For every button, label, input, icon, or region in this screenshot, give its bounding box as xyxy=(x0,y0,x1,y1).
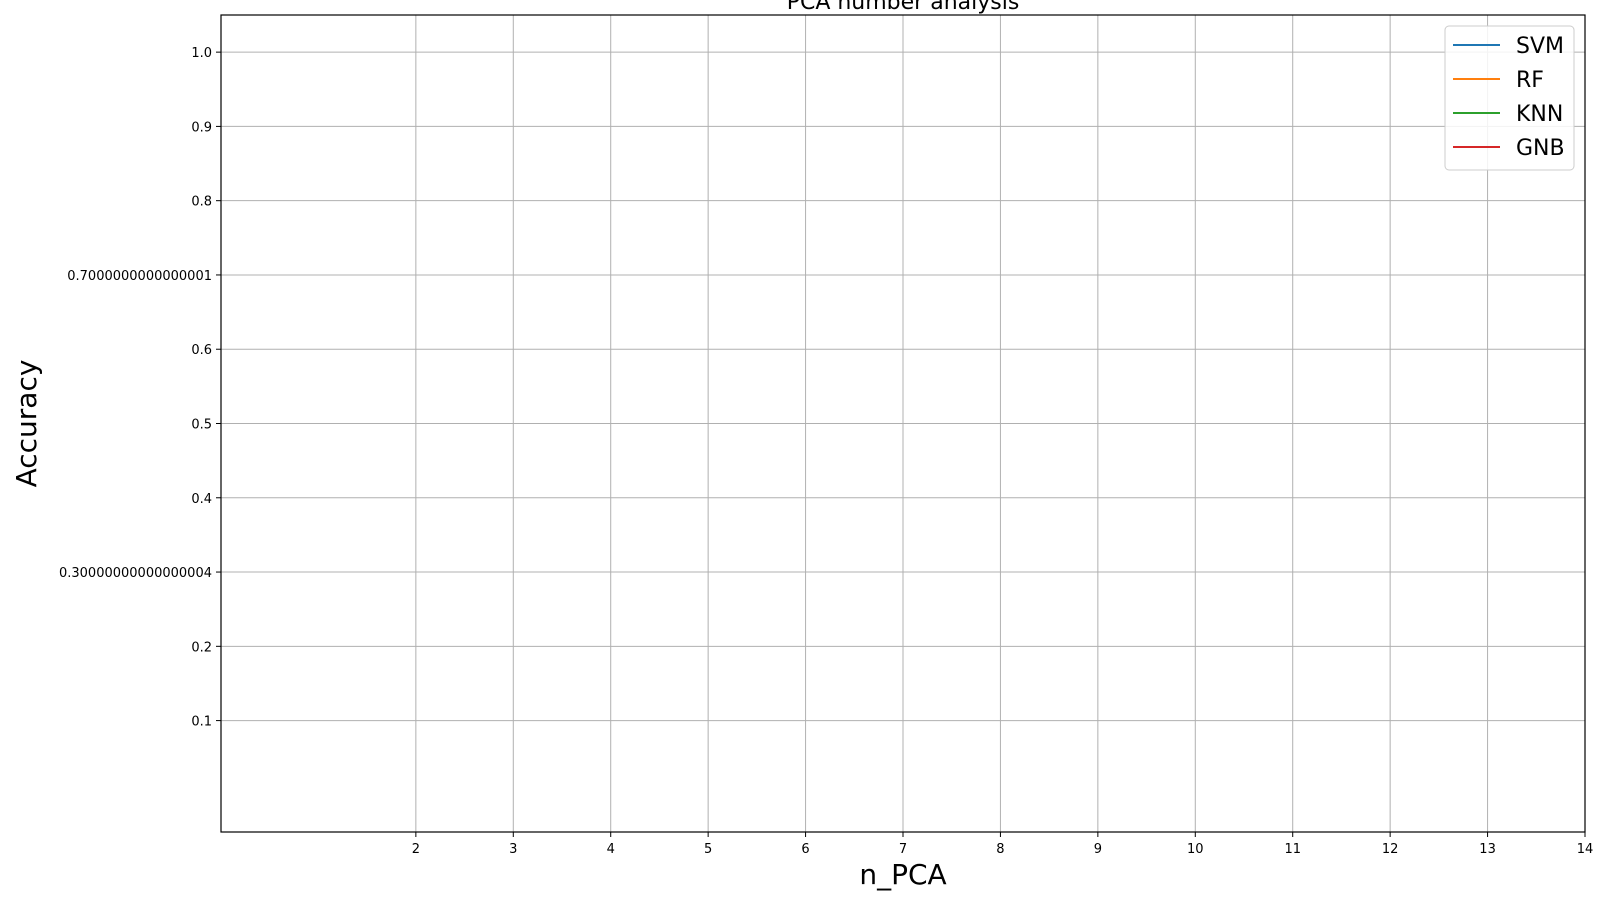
y-tick-label: 0.7000000000000001 xyxy=(67,269,212,284)
legend: SVM RF KNN GNB xyxy=(1444,25,1575,171)
y-tick-label: 0.1 xyxy=(191,715,212,730)
axis-ticks: 2 3 4 5 6 7 8 9 10 11 12 13 14 0.1 0.2 0.30000000000000… xyxy=(59,46,1593,857)
x-tick-label: 7 xyxy=(899,842,907,857)
x-axis-title: n_PCA xyxy=(859,858,946,891)
legend-label: SVM xyxy=(1516,34,1564,59)
legend-box xyxy=(1444,25,1575,171)
x-tick-label: 5 xyxy=(704,842,712,857)
x-tick-label: 10 xyxy=(1187,842,1204,857)
x-tick-label: 8 xyxy=(996,842,1004,857)
y-tick-label: 0.2 xyxy=(191,640,212,655)
x-tick-label: 11 xyxy=(1284,842,1301,857)
x-tick-label: 13 xyxy=(1479,842,1496,857)
x-tick-label: 12 xyxy=(1382,842,1399,857)
legend-label: GNB xyxy=(1516,136,1565,161)
y-tick-label: 0.9 xyxy=(191,120,212,135)
x-tick-label: 2 xyxy=(412,842,420,857)
y-tick-label: 0.30000000000000004 xyxy=(59,566,212,581)
y-tick-label: 0.5 xyxy=(191,418,212,433)
y-tick-label: 1.0 xyxy=(191,46,212,61)
y-axis-title: Accuracy xyxy=(10,360,43,488)
y-tick-label: 0.4 xyxy=(191,492,212,507)
legend-label: KNN xyxy=(1516,102,1563,127)
y-tick-label: 0.8 xyxy=(191,195,212,210)
x-tick-label: 6 xyxy=(801,842,809,857)
x-tick-label: 9 xyxy=(1094,842,1102,857)
legend-label: RF xyxy=(1516,68,1544,93)
chart-title: PCA number analysis xyxy=(787,0,1020,15)
x-tick-label: 14 xyxy=(1577,842,1594,857)
y-tick-label: 0.6 xyxy=(191,343,212,358)
x-tick-label: 4 xyxy=(607,842,615,857)
x-tick-label: 3 xyxy=(509,842,517,857)
